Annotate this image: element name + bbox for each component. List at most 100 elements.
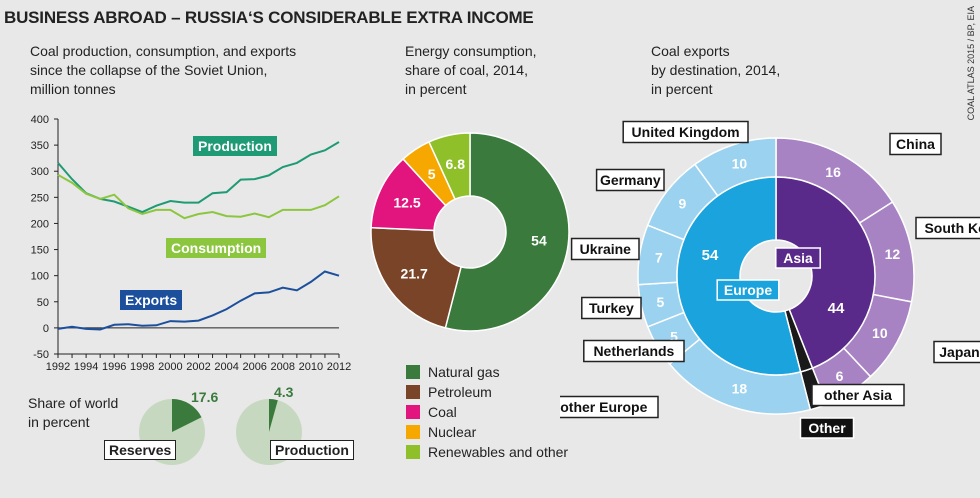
country-tag: Netherlands xyxy=(593,343,674,359)
country-tag: Japan xyxy=(939,344,979,360)
x-tick-label: 2002 xyxy=(186,361,210,373)
country-tag-box xyxy=(581,296,642,320)
production-share-label: Production xyxy=(270,440,354,460)
legend-natural-gas: Natural gas xyxy=(406,362,568,382)
country-tag: Turkey xyxy=(589,300,634,316)
country-tag: South Korea xyxy=(924,220,980,236)
country-tag: Ukraine xyxy=(580,241,632,257)
country-tag-box xyxy=(583,339,685,363)
x-tick-label: 1996 xyxy=(102,361,126,373)
outer-value-label: 9 xyxy=(678,195,686,211)
outer-value-label: 16 xyxy=(825,164,841,180)
swatch-renewables xyxy=(406,445,420,459)
consumption-label: Consumption xyxy=(166,238,267,258)
share-subtitle: Share of world in percent xyxy=(28,395,119,430)
line-chart-subtitle: Coal production, consumption, and export… xyxy=(30,43,297,97)
x-tick-label: 1994 xyxy=(74,361,98,373)
series-line-exports xyxy=(57,270,340,331)
x-tick-label: 2012 xyxy=(327,361,351,373)
exports-donut: 16 12 10 6 18 5 5 7 9 10 44 54 Asia Europe Other China S… xyxy=(560,120,980,439)
country-tag-box xyxy=(915,216,980,240)
y-tick-label: 50 xyxy=(37,297,49,309)
energy-value-label: 5 xyxy=(428,166,436,182)
asia-tag-box xyxy=(775,247,821,269)
country-tag: China xyxy=(896,136,935,152)
energy-subtitle: Energy consumption, share of coal, 2014,… xyxy=(405,43,537,97)
y-tick-label: 350 xyxy=(31,140,49,152)
y-tick-label: 300 xyxy=(31,166,49,178)
energy-value-label: 21.7 xyxy=(401,265,428,281)
y-tick-label: 0 xyxy=(43,323,49,335)
energy-slice-1 xyxy=(370,226,462,329)
legend-label: Natural gas xyxy=(428,364,500,380)
other-tag-box xyxy=(799,417,855,439)
x-tick-label: 2008 xyxy=(271,361,295,373)
exports-subtitle: Coal exports by destination, 2014, in pe… xyxy=(651,43,781,97)
y-tick-label: -50 xyxy=(33,349,49,361)
outer-value-label: 12 xyxy=(885,246,901,262)
outer-value-label: 5 xyxy=(670,328,678,344)
reserves-pie-slice xyxy=(172,399,202,432)
country-tag: United Kingdom xyxy=(632,124,740,140)
country-tag: other Europe xyxy=(560,399,647,415)
legend-nuclear: Nuclear xyxy=(406,422,568,442)
country-tag-box xyxy=(595,168,665,192)
country-tag-box xyxy=(570,237,640,261)
country-tag-box xyxy=(622,120,749,144)
production-label: Production xyxy=(193,136,277,156)
europe-tag: Europe xyxy=(724,282,772,298)
swatch-coal xyxy=(406,405,420,419)
share-pies xyxy=(139,399,302,465)
outer-value-label: 10 xyxy=(872,325,888,341)
country-tag-box xyxy=(933,340,980,364)
series-line-production xyxy=(57,141,340,214)
reserves-label: Reserves xyxy=(104,440,177,460)
reserves-value: 17.6 xyxy=(191,389,219,405)
country-tag-box xyxy=(811,383,905,407)
europe-value-label: 54 xyxy=(702,247,719,264)
production-pie-slice xyxy=(269,399,278,432)
legend-label: Nuclear xyxy=(428,424,477,440)
europe-tag-box xyxy=(716,279,780,301)
production-share-value: 4.3 xyxy=(274,384,294,400)
energy-legend: Natural gas Petroleum Coal Nuclear Renew… xyxy=(406,362,568,462)
energy-slice-4 xyxy=(427,132,471,201)
outer-value-label: 18 xyxy=(732,381,748,397)
energy-value-label: 54 xyxy=(531,233,547,249)
x-tick-label: 2006 xyxy=(242,361,266,373)
country-tag: other Asia xyxy=(824,387,892,403)
outer-value-label: 6 xyxy=(836,368,844,384)
energy-value-label: 12.5 xyxy=(393,195,420,211)
country-tag-box xyxy=(560,395,659,419)
energy-slice-0 xyxy=(444,132,570,332)
page-title: BUSINESS ABROAD – RUSSIA‘S CONSIDERABLE … xyxy=(4,8,534,27)
x-tick-label: 1992 xyxy=(46,361,70,373)
outer-value-label: 5 xyxy=(656,294,664,310)
exports-label: Exports xyxy=(120,290,183,310)
source-credit: COAL ATLAS 2015 / BP, EIA xyxy=(966,6,976,121)
y-tick-label: 100 xyxy=(31,271,49,283)
legend-petroleum: Petroleum xyxy=(406,382,568,402)
legend-coal: Coal xyxy=(406,402,568,422)
swatch-natural-gas xyxy=(406,365,420,379)
energy-donut: 54 21.7 12.5 5 6.8 xyxy=(370,132,570,332)
line-chart-series xyxy=(57,141,340,331)
x-tick-label: 2010 xyxy=(299,361,323,373)
legend-label: Petroleum xyxy=(428,384,492,400)
other-tag: Other xyxy=(808,420,846,436)
country-tag-box xyxy=(889,132,942,156)
series-line-consumption xyxy=(57,174,340,220)
asia-tag: Asia xyxy=(783,250,813,266)
legend-label: Renewables and other xyxy=(428,444,569,460)
legend-renewables: Renewables and other xyxy=(406,442,568,462)
country-tag: Germany xyxy=(600,172,661,188)
outer-value-label: 10 xyxy=(732,155,748,171)
x-tick-label: 1998 xyxy=(130,361,154,373)
x-tick-label: 2000 xyxy=(158,361,182,373)
outer-value-label: 7 xyxy=(655,249,663,265)
x-tick-label: 2004 xyxy=(214,361,238,373)
asia-value-label: 44 xyxy=(828,300,845,317)
y-tick-label: 400 xyxy=(31,114,49,126)
energy-value-label: 6.8 xyxy=(446,156,466,172)
